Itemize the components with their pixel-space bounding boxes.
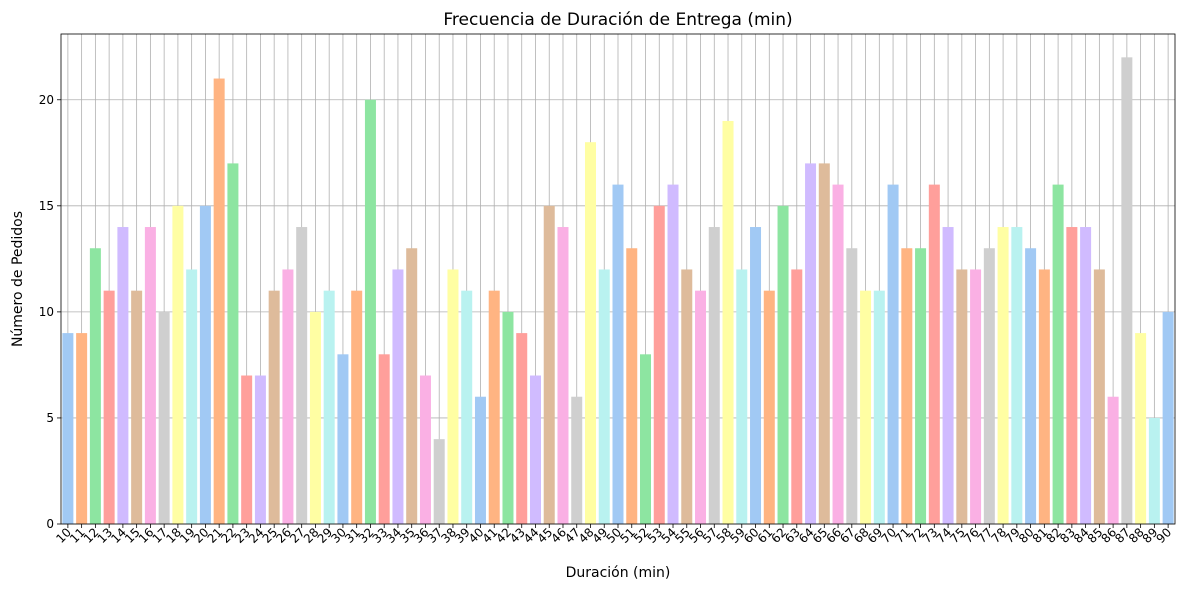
bar xyxy=(529,375,541,524)
bar xyxy=(447,269,459,524)
bar xyxy=(351,290,363,524)
bar xyxy=(667,184,679,524)
bar xyxy=(695,290,707,524)
y-tick-label: 5 xyxy=(46,411,54,425)
bar xyxy=(901,248,913,524)
bar xyxy=(681,269,693,524)
y-tick-label: 10 xyxy=(39,305,54,319)
bar xyxy=(433,439,445,524)
bar xyxy=(337,354,349,524)
bar xyxy=(1066,227,1078,524)
bar xyxy=(227,163,239,525)
bar xyxy=(846,248,858,524)
bar xyxy=(1121,57,1133,524)
bar xyxy=(818,163,830,525)
bar xyxy=(488,290,500,524)
y-axis-label: Número de Pedidos xyxy=(10,211,26,347)
bar xyxy=(419,375,431,524)
bar xyxy=(241,375,253,524)
bar xyxy=(309,311,321,524)
bar xyxy=(282,269,294,524)
bar xyxy=(62,333,74,524)
bar xyxy=(543,205,555,524)
bar xyxy=(158,311,170,524)
bar xyxy=(1148,417,1160,524)
bar xyxy=(887,184,899,524)
bar xyxy=(1052,184,1064,524)
bar xyxy=(722,120,734,524)
bar xyxy=(653,205,665,524)
bar xyxy=(213,78,225,524)
bar xyxy=(144,227,156,524)
bar xyxy=(1025,248,1037,524)
bar xyxy=(516,333,528,524)
bar xyxy=(268,290,280,524)
bar xyxy=(474,396,486,524)
bar xyxy=(1162,311,1174,524)
bar xyxy=(557,227,569,524)
bar xyxy=(626,248,638,524)
bar xyxy=(791,269,803,524)
bar xyxy=(777,205,789,524)
bar xyxy=(832,184,844,524)
bar xyxy=(1093,269,1105,524)
bar xyxy=(296,227,308,524)
bar xyxy=(392,269,404,524)
y-tick-label: 20 xyxy=(39,93,54,107)
bar xyxy=(983,248,995,524)
bar xyxy=(1135,333,1147,524)
y-tick-label: 15 xyxy=(39,199,54,213)
bar xyxy=(461,290,473,524)
chart-title: Frecuencia de Duración de Entrega (min) xyxy=(443,10,792,30)
bar xyxy=(378,354,390,524)
bar xyxy=(323,290,335,524)
bar xyxy=(928,184,940,524)
x-tick-label: 90 xyxy=(1154,525,1175,546)
bar xyxy=(254,375,266,524)
bar xyxy=(502,311,514,524)
bar xyxy=(956,269,968,524)
bar xyxy=(131,290,143,524)
bar xyxy=(915,248,927,524)
bar xyxy=(736,269,748,524)
y-tick-label: 0 xyxy=(46,517,54,531)
bar xyxy=(763,290,775,524)
bar xyxy=(612,184,624,524)
bar xyxy=(199,205,211,524)
bar xyxy=(172,205,184,524)
bar xyxy=(1038,269,1050,524)
bar xyxy=(860,290,872,524)
bar xyxy=(640,354,652,524)
bar xyxy=(584,142,596,524)
bar xyxy=(76,333,88,524)
bar xyxy=(1107,396,1119,524)
bar xyxy=(103,290,115,524)
bar xyxy=(364,99,376,525)
bar-layer xyxy=(62,57,1174,525)
bar xyxy=(598,269,610,524)
bar xyxy=(873,290,885,524)
x-axis-label: Duración (min) xyxy=(566,565,671,581)
bar xyxy=(805,163,817,525)
bar xyxy=(571,396,583,524)
bar xyxy=(708,227,720,524)
bar xyxy=(1080,227,1092,524)
bar xyxy=(186,269,198,524)
bar xyxy=(970,269,982,524)
bar xyxy=(117,227,129,524)
bar xyxy=(89,248,101,524)
bar xyxy=(1011,227,1023,524)
bar xyxy=(997,227,1009,524)
bar xyxy=(942,227,954,524)
bar xyxy=(406,248,418,524)
bar xyxy=(750,227,762,524)
